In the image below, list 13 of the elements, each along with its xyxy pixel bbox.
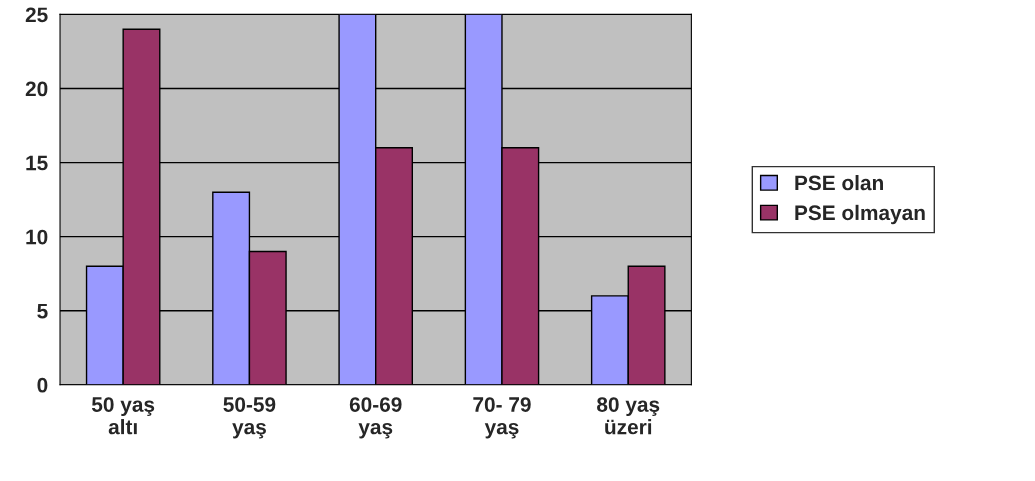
legend-label: PSE olmayan	[795, 204, 925, 225]
x-tick-label: 50 yaş altı	[91, 397, 155, 435]
x-tick-label: 70- 79 yaş	[473, 397, 531, 439]
y-tick-label: 15	[26, 155, 48, 171]
y-tick-label: 0	[37, 377, 48, 393]
y-tick-label: 5	[37, 303, 48, 319]
y-tick-label: 25	[25, 7, 48, 23]
x-tick-label: 50-59 yaş	[223, 397, 276, 439]
legend-label: PSE olan	[795, 174, 883, 191]
x-tick-label: 60-69 yaş	[349, 397, 402, 439]
y-tick-label: 20	[25, 81, 48, 97]
x-tick-label: 80 yaş üzeri	[597, 397, 660, 435]
y-tick-label: 10	[26, 229, 48, 245]
